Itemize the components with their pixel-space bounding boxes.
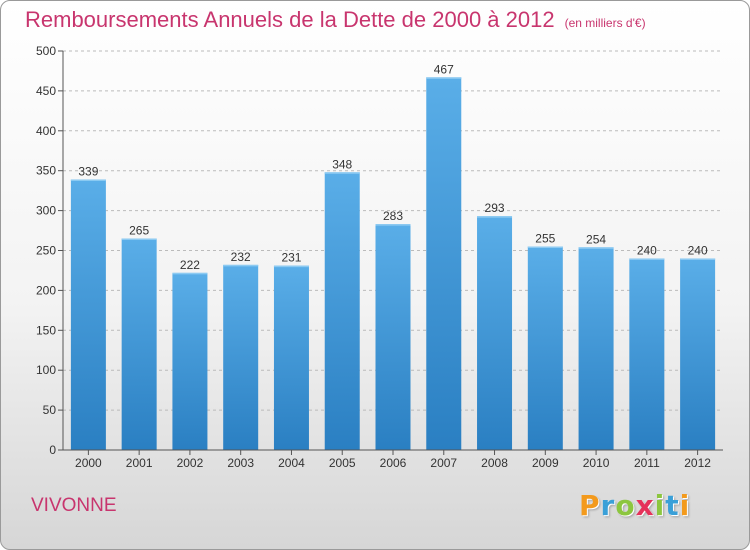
x-tick-label: 2010 bbox=[583, 456, 610, 470]
bar-highlight bbox=[121, 238, 157, 241]
axes: 0 50 100 150 200 250 300 350 400 450 500 2000 2001 20… bbox=[36, 44, 723, 470]
bar-value-label: 232 bbox=[231, 250, 251, 264]
bar bbox=[324, 172, 360, 450]
bar-value-label: 467 bbox=[434, 62, 454, 76]
x-tick-label: 2004 bbox=[278, 456, 305, 470]
bar-highlight bbox=[70, 179, 106, 181]
x-tick-label: 2009 bbox=[532, 456, 559, 470]
bar-highlight bbox=[172, 272, 208, 275]
bar-value-label: 254 bbox=[586, 232, 606, 246]
bar-highlight bbox=[375, 224, 411, 226]
bar-highlight bbox=[426, 77, 462, 79]
bar bbox=[375, 224, 411, 450]
bar-highlight bbox=[629, 258, 665, 260]
chart-title: Remboursements Annuels de la Dette de 20… bbox=[25, 7, 646, 33]
bars: 339 265 222 232 231 348 283 467 293 255 254 240 240 bbox=[70, 62, 716, 451]
logo-letter: i bbox=[654, 489, 666, 522]
y-tick-label: 500 bbox=[36, 44, 56, 58]
x-tick-label: 2007 bbox=[430, 456, 457, 470]
x-tick-label: 2002 bbox=[177, 456, 204, 470]
x-tick-label: 2001 bbox=[126, 456, 153, 470]
bar-value-label: 293 bbox=[485, 201, 505, 215]
logo-letter: t bbox=[665, 489, 680, 522]
logo-letter: i bbox=[679, 489, 691, 522]
commune-name: VIVONNE bbox=[31, 495, 117, 516]
bar bbox=[426, 77, 462, 451]
y-tick-label: 350 bbox=[36, 164, 56, 178]
bar-value-label: 231 bbox=[281, 251, 301, 265]
bar bbox=[172, 272, 208, 450]
bar-value-label: 348 bbox=[332, 157, 352, 171]
bar-highlight bbox=[578, 247, 614, 249]
bar bbox=[223, 264, 259, 450]
x-tick-label: 2008 bbox=[481, 456, 508, 470]
y-tick-label: 150 bbox=[36, 323, 56, 337]
y-tick-label: 400 bbox=[36, 124, 56, 138]
y-tick-label: 450 bbox=[36, 84, 56, 98]
bar-highlight bbox=[527, 246, 563, 249]
bar-value-label: 339 bbox=[78, 164, 98, 178]
bar bbox=[477, 216, 513, 450]
y-tick-label: 200 bbox=[36, 283, 56, 297]
logo-letter: P bbox=[579, 489, 601, 522]
bar bbox=[578, 247, 614, 450]
x-tick-label: 2011 bbox=[634, 456, 660, 470]
logo-letter: r bbox=[600, 489, 616, 522]
bar-highlight bbox=[477, 216, 513, 218]
bar-highlight bbox=[680, 258, 716, 260]
x-tick-label: 2005 bbox=[329, 456, 356, 470]
bar-value-label: 265 bbox=[129, 224, 149, 238]
logo-letter: o bbox=[615, 489, 636, 522]
bar-value-label: 283 bbox=[383, 209, 403, 223]
bar bbox=[70, 179, 106, 450]
bar bbox=[273, 265, 309, 450]
x-tick-label: 2012 bbox=[684, 456, 711, 470]
logo-letter: x bbox=[635, 489, 655, 522]
bar-value-label: 222 bbox=[180, 258, 200, 272]
y-tick-label: 0 bbox=[49, 443, 56, 457]
bar-highlight bbox=[273, 265, 309, 268]
bar-value-label: 255 bbox=[535, 232, 555, 246]
chart-subtitle: (en milliers d'€) bbox=[564, 16, 646, 30]
y-tick-label: 50 bbox=[43, 403, 57, 417]
proxiti-logo: Proxiti bbox=[579, 489, 690, 522]
bar-highlight bbox=[223, 264, 259, 267]
x-tick-label: 2006 bbox=[380, 456, 407, 470]
x-tick-label: 2003 bbox=[227, 456, 254, 470]
bar-value-label: 240 bbox=[688, 243, 708, 257]
bar bbox=[527, 246, 563, 450]
chart-title-text: Remboursements Annuels de la Dette de 20… bbox=[25, 7, 555, 32]
bar bbox=[629, 258, 665, 450]
y-tick-label: 250 bbox=[36, 244, 56, 258]
bar bbox=[121, 238, 157, 450]
x-tick-label: 2000 bbox=[75, 456, 102, 470]
y-tick-label: 300 bbox=[36, 204, 56, 218]
bar-value-label: 240 bbox=[637, 243, 657, 257]
bar bbox=[680, 258, 716, 450]
bar-highlight bbox=[324, 172, 360, 174]
y-tick-label: 100 bbox=[36, 363, 56, 377]
